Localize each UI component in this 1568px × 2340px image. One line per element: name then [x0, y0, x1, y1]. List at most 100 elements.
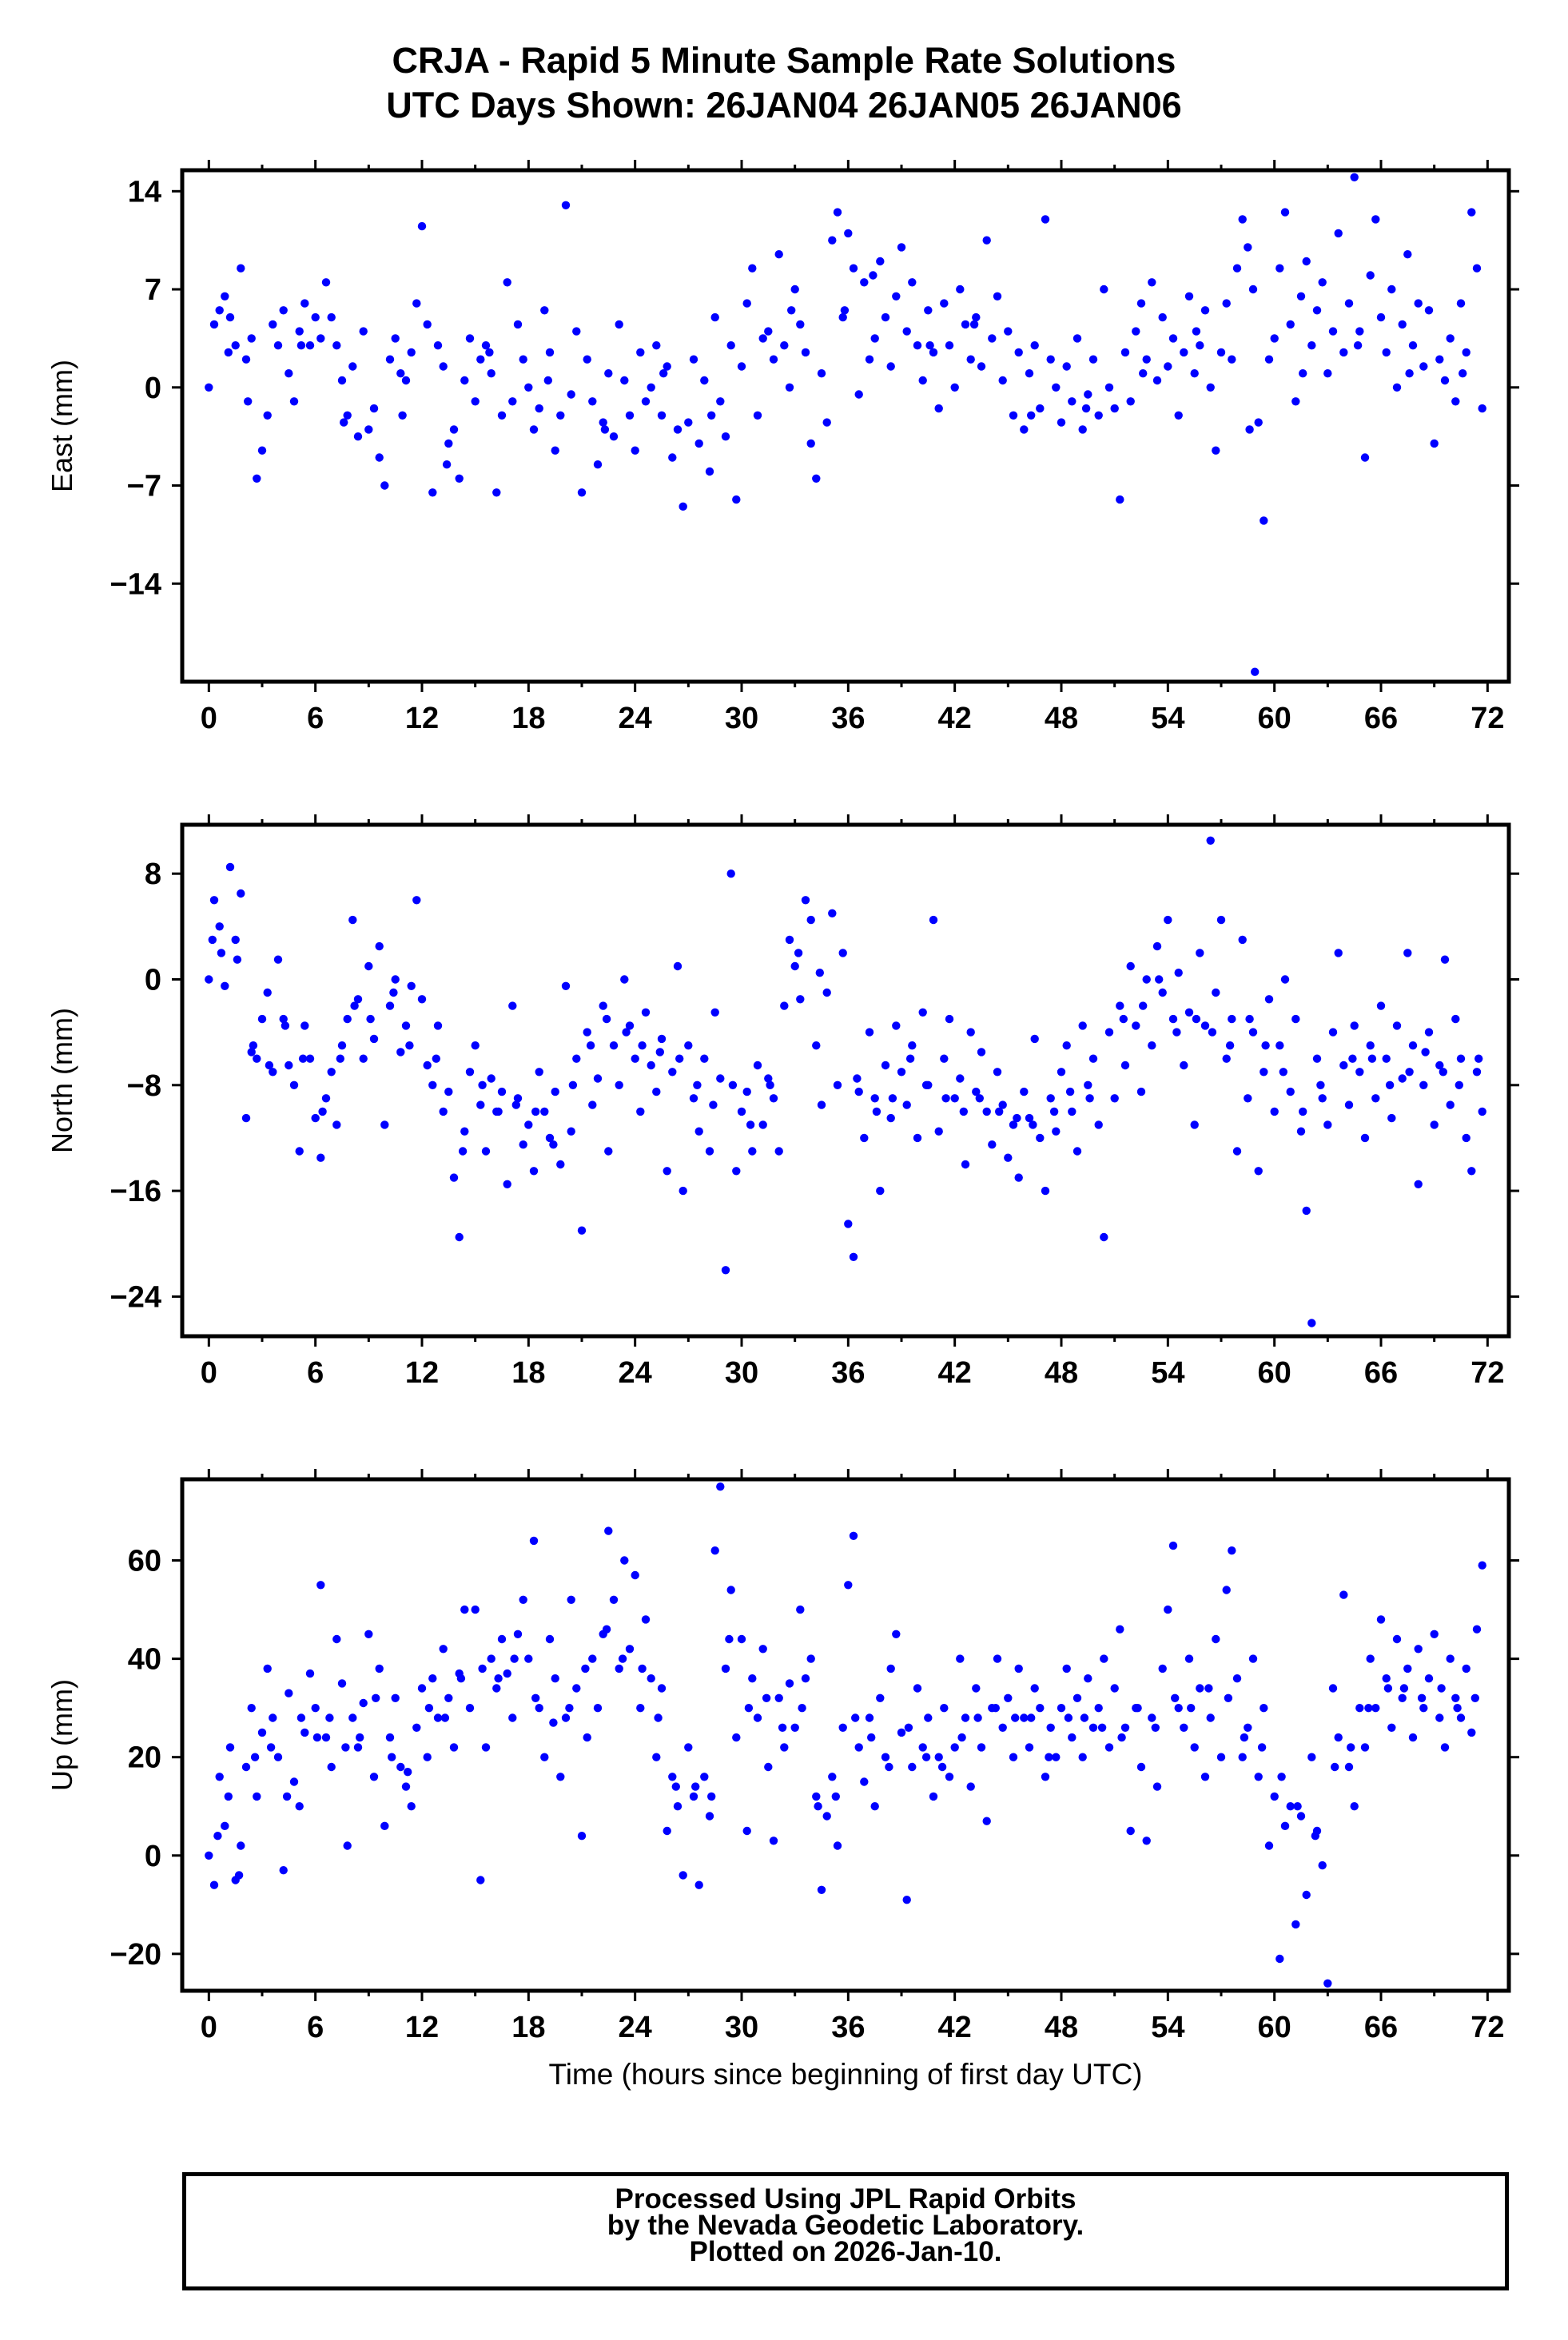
data-point [1062, 1664, 1071, 1673]
data-point [444, 1693, 453, 1702]
data-point [1318, 278, 1327, 287]
data-point [281, 1021, 290, 1030]
data-point [1212, 988, 1220, 997]
data-point [1014, 1664, 1023, 1673]
data-point [710, 1546, 719, 1555]
data-point [1084, 1674, 1092, 1683]
data-point [1323, 1120, 1332, 1129]
data-point [316, 334, 325, 343]
data-point [1280, 975, 1290, 984]
data-point [1398, 1074, 1407, 1083]
data-point [1360, 1133, 1370, 1143]
data-point [529, 425, 539, 434]
data-point [1254, 418, 1263, 427]
data-point [285, 1689, 293, 1697]
data-point [1152, 1782, 1162, 1791]
data-point [654, 1713, 663, 1722]
data-point [440, 1713, 450, 1722]
data-point [961, 1160, 970, 1169]
data-point [305, 1054, 315, 1063]
data-point [737, 1634, 746, 1644]
data-point [1196, 949, 1204, 957]
data-point [918, 1743, 927, 1752]
y-tick-label: −8 [127, 1069, 161, 1103]
data-point [556, 411, 565, 420]
x-tick-label: 66 [1364, 2011, 1398, 2044]
data-point [1405, 369, 1414, 378]
data-point [1275, 264, 1284, 273]
data-point [1110, 404, 1119, 413]
data-point [1224, 1693, 1233, 1702]
data-point [1011, 1713, 1020, 1722]
data-point [253, 1054, 261, 1063]
data-point [801, 348, 810, 357]
data-point [1260, 1704, 1268, 1713]
data-point [762, 1693, 771, 1702]
data-point [465, 334, 475, 343]
data-point [449, 425, 459, 434]
data-point [247, 1704, 256, 1713]
data-point [1052, 1127, 1061, 1136]
data-point [535, 1704, 543, 1713]
data-point [1408, 1041, 1418, 1050]
data-point [1025, 1743, 1034, 1752]
data-point [337, 376, 347, 385]
data-point [700, 1773, 709, 1781]
data-point [247, 1048, 256, 1057]
data-point [442, 460, 452, 469]
data-point [476, 355, 485, 364]
data-point [1240, 1733, 1249, 1742]
data-point [1472, 1068, 1482, 1076]
data-point [1168, 1541, 1178, 1550]
data-point [647, 383, 655, 392]
data-point [881, 312, 890, 322]
data-point [684, 1041, 693, 1050]
data-point [1260, 1068, 1268, 1076]
data-point [689, 1094, 698, 1103]
data-point [957, 1733, 966, 1742]
data-point [375, 1664, 384, 1673]
data-point [359, 1054, 368, 1063]
data-point [707, 411, 716, 420]
data-point [615, 320, 623, 329]
data-point [897, 1068, 906, 1076]
data-point [631, 1570, 639, 1580]
data-point [993, 292, 1002, 300]
data-point [1036, 404, 1045, 413]
data-point [1049, 1107, 1059, 1116]
data-point [1196, 341, 1204, 350]
data-point [1478, 404, 1486, 413]
data-point [1446, 334, 1455, 343]
data-point [679, 1871, 687, 1880]
data-point [513, 1094, 523, 1103]
data-point [1120, 1723, 1130, 1732]
data-point [481, 341, 491, 350]
data-point [1403, 949, 1412, 957]
data-point [831, 1792, 841, 1801]
north-panel: 0 6 12 18 24 30 36 42 48 54 60 66 72 8 0 −8 −16 −24 North … [46, 814, 1519, 1390]
data-point [432, 1054, 440, 1063]
data-point [300, 1021, 309, 1030]
data-point [721, 1664, 730, 1673]
data-point [1041, 215, 1050, 224]
data-point [1270, 1792, 1279, 1801]
data-point [1424, 1028, 1434, 1037]
data-point [213, 1832, 222, 1841]
data-point [602, 1625, 611, 1634]
data-point [221, 1821, 229, 1830]
data-point [1139, 369, 1148, 378]
data-point [492, 488, 501, 497]
data-point [353, 1743, 363, 1752]
data-point [918, 1008, 927, 1017]
data-point [1212, 446, 1220, 455]
data-point [1119, 1014, 1128, 1024]
data-point [1392, 1021, 1402, 1030]
data-point [1385, 1080, 1395, 1090]
data-point [940, 1054, 949, 1063]
data-point [1291, 1014, 1300, 1024]
data-point [340, 418, 348, 427]
data-point [897, 1728, 906, 1737]
data-point [444, 1087, 453, 1096]
data-point [1025, 1113, 1034, 1123]
data-point [1065, 1087, 1075, 1096]
